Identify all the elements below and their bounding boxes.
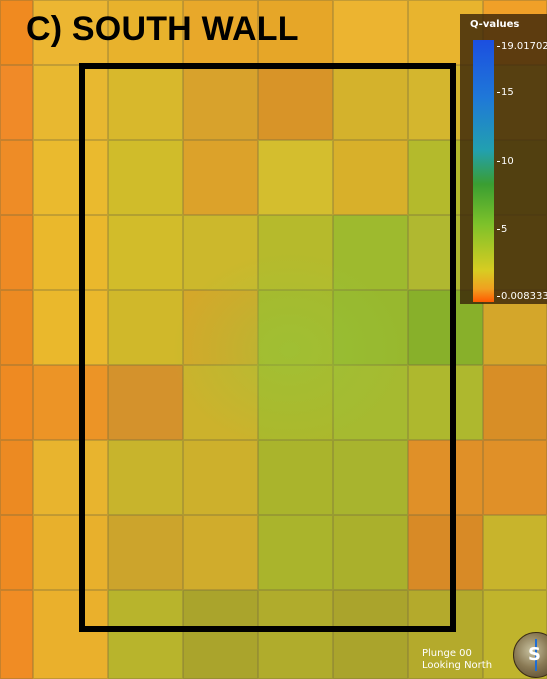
grid-cell [258, 440, 333, 515]
grid-cell [0, 0, 33, 65]
grid-cell [258, 0, 333, 65]
grid-cell [333, 590, 408, 679]
compass-letter: S [528, 644, 541, 665]
grid-cell [483, 515, 547, 590]
grid-cell [258, 140, 333, 215]
grid-cell [333, 65, 408, 140]
q-values-legend: Q-values 19.01702 15 10 5 0.008333 [460, 14, 547, 304]
grid-cell [333, 140, 408, 215]
legend-tick-5: 5 [496, 224, 508, 235]
grid-cell [0, 515, 33, 590]
grid-cell [33, 65, 108, 140]
plunge-label: Plunge 00 [422, 648, 472, 659]
grid-cell [108, 290, 183, 365]
legend-color-bar [473, 40, 494, 302]
grid-cell [33, 365, 108, 440]
legend-tick-10: 10 [497, 156, 514, 167]
grid-cell [108, 65, 183, 140]
grid-cell [258, 215, 333, 290]
compass-icon[interactable]: S [513, 632, 547, 678]
legend-min-label: 0.008333 [497, 291, 547, 302]
grid-cell [0, 65, 33, 140]
grid-cell [333, 290, 408, 365]
grid-cell [258, 65, 333, 140]
grid-cell [483, 440, 547, 515]
grid-cell [183, 65, 258, 140]
grid-cell [0, 590, 33, 679]
grid-cell [0, 440, 33, 515]
legend-title: Q-values [470, 19, 520, 30]
compass-needle-icon [535, 639, 537, 671]
grid-cell [258, 290, 333, 365]
grid-cell [108, 515, 183, 590]
grid-cell [0, 290, 33, 365]
grid-cell [183, 590, 258, 679]
grid-cell [408, 590, 483, 679]
grid-cell [333, 515, 408, 590]
grid-cell [33, 215, 108, 290]
legend-max-label: 19.01702 [497, 41, 547, 52]
grid-cell [183, 290, 258, 365]
grid-cell [0, 215, 33, 290]
grid-cell [33, 515, 108, 590]
selection-rectangle [79, 63, 456, 632]
grid-cell [0, 140, 33, 215]
grid-cell [33, 0, 108, 65]
grid-cell [33, 440, 108, 515]
grid-cell [258, 365, 333, 440]
grid-cell [408, 440, 483, 515]
panel-title: C) SOUTH WALL [26, 10, 299, 48]
grid-cell [33, 290, 108, 365]
grid-cell [333, 440, 408, 515]
grid-cell [108, 365, 183, 440]
grid-cell [0, 365, 33, 440]
grid-cell [408, 515, 483, 590]
grid-cell [408, 365, 483, 440]
grid-cell [183, 140, 258, 215]
grid-cell [333, 365, 408, 440]
view-status: Plunge 00 Looking North [422, 648, 492, 672]
grid-cell [108, 440, 183, 515]
grid-cell [483, 365, 547, 440]
grid-cell [108, 215, 183, 290]
grid-cell [183, 515, 258, 590]
grid-cell [333, 215, 408, 290]
grid-cell [33, 590, 108, 679]
legend-tick-15: 15 [497, 87, 514, 98]
grid-cell [258, 515, 333, 590]
grid-cell [258, 590, 333, 679]
grid-cell [183, 0, 258, 65]
grid-cell [333, 0, 408, 65]
grid-cell [183, 440, 258, 515]
grid-cell [33, 140, 108, 215]
grid-cell [108, 140, 183, 215]
looking-direction-label: Looking North [422, 660, 493, 671]
grid-cell [183, 365, 258, 440]
grid-cell [183, 215, 258, 290]
